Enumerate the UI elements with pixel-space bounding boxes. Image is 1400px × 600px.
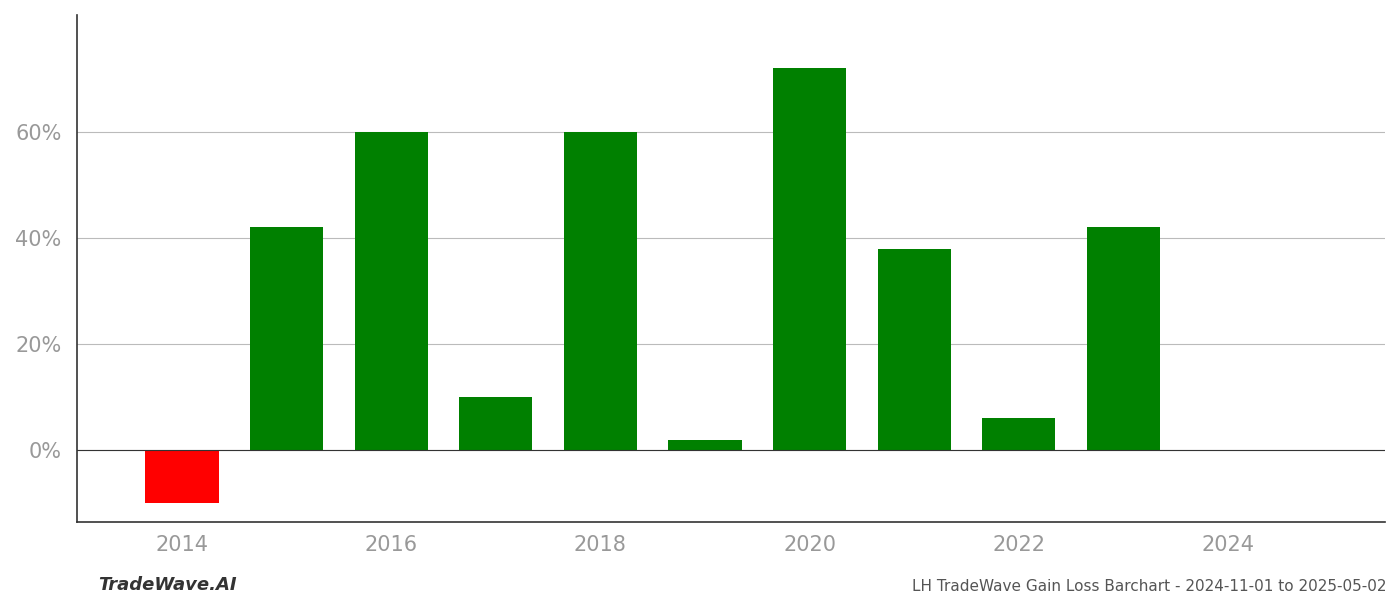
Bar [251,227,323,450]
Bar [878,248,951,450]
Bar [459,397,532,450]
Text: TradeWave.AI: TradeWave.AI [98,576,237,594]
Bar [773,68,846,450]
Bar [983,418,1056,450]
Text: LH TradeWave Gain Loss Barchart - 2024-11-01 to 2025-05-02: LH TradeWave Gain Loss Barchart - 2024-1… [911,579,1386,594]
Bar [354,132,428,450]
Bar [668,440,742,450]
Bar [564,132,637,450]
Bar [1086,227,1161,450]
Bar [146,450,218,503]
